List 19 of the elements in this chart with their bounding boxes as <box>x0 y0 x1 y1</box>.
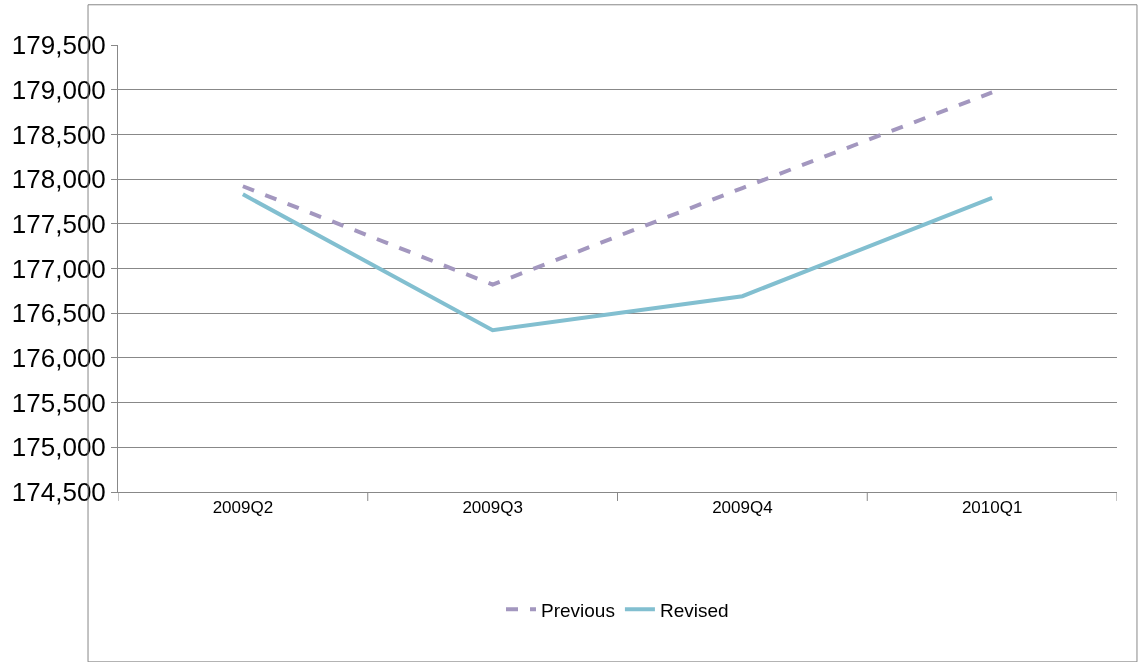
legend-label: Revised <box>659 599 729 621</box>
y-tick-label: 175,500 <box>11 387 106 418</box>
x-tick-label: 2009Q4 <box>712 498 773 518</box>
y-tick-label: 177,500 <box>11 208 106 239</box>
y-tick-label: 174,500 <box>11 477 106 508</box>
y-tick-label: 179,000 <box>11 74 106 105</box>
y-tick-label: 175,000 <box>11 432 106 463</box>
x-tick-label: 2009Q3 <box>462 498 523 518</box>
x-tick-label: 2009Q2 <box>212 498 274 518</box>
y-tick-label: 178,500 <box>11 119 106 150</box>
y-tick-label: 176,000 <box>11 343 106 373</box>
y-tick-label: 177,000 <box>11 253 106 284</box>
y-tick-label: 179,500 <box>11 30 106 61</box>
line-series <box>240 192 995 333</box>
legend-label: Previous <box>541 599 615 621</box>
x-tick-label: 2010Q1 <box>961 498 1023 518</box>
line-series <box>240 90 995 287</box>
y-tick-label: 176,500 <box>11 298 106 329</box>
y-tick-label: 178,000 <box>11 164 106 195</box>
